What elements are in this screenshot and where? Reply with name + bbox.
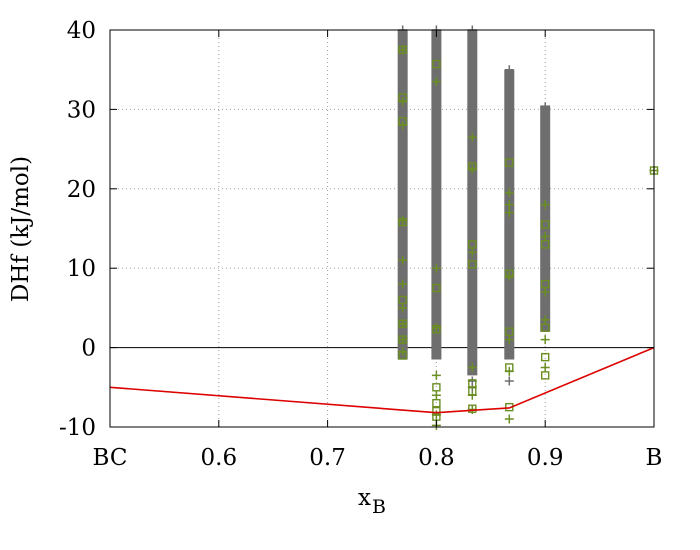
plus-marker bbox=[540, 231, 550, 241]
square-marker bbox=[505, 327, 514, 336]
y-tick-label: 30 bbox=[67, 97, 96, 123]
plus-marker bbox=[540, 200, 550, 210]
x-axis-title: xB bbox=[358, 485, 386, 518]
x-tick-label: B bbox=[646, 445, 663, 471]
hull-line bbox=[109, 346, 655, 414]
data-point-layer bbox=[398, 25, 659, 430]
square-marker bbox=[541, 371, 550, 380]
plus-marker bbox=[540, 315, 550, 325]
square-marker bbox=[468, 404, 477, 413]
square-marker bbox=[541, 220, 550, 229]
square-marker bbox=[432, 325, 441, 334]
square-marker bbox=[468, 240, 477, 249]
square-marker bbox=[398, 295, 407, 305]
square-marker bbox=[505, 269, 514, 278]
square-marker bbox=[505, 158, 514, 167]
square-marker bbox=[398, 319, 407, 328]
square-marker bbox=[432, 398, 441, 408]
plus-marker bbox=[540, 112, 550, 122]
plus-marker bbox=[431, 263, 441, 273]
plus-marker bbox=[398, 303, 408, 313]
square-marker bbox=[468, 162, 477, 171]
plus-marker bbox=[540, 362, 550, 372]
plus-marker bbox=[504, 69, 514, 79]
square-marker bbox=[398, 45, 407, 55]
x-tick-label: 0.7 bbox=[309, 445, 346, 471]
plus-marker bbox=[540, 287, 550, 297]
y-axis-title: DHf (kJ/mol) bbox=[8, 156, 34, 302]
tick-labels: BC 0.6 0.7 0.8 0.9 B -10 0 10 20 30 40 bbox=[59, 18, 663, 471]
square-marker bbox=[432, 383, 441, 392]
x-axis-title-main: x bbox=[358, 485, 371, 511]
plus-marker bbox=[398, 255, 408, 265]
plus-marker bbox=[467, 247, 477, 257]
tick-marks bbox=[109, 29, 655, 428]
square-marker bbox=[541, 240, 550, 249]
square-marker bbox=[541, 279, 550, 289]
square-marker bbox=[505, 363, 514, 372]
square-marker bbox=[468, 379, 477, 388]
plus-marker bbox=[504, 200, 514, 210]
plus-marker bbox=[504, 414, 514, 424]
square-marker bbox=[432, 59, 441, 69]
square-marker bbox=[541, 323, 550, 332]
y-tick-label: 40 bbox=[67, 18, 96, 44]
y-tick-label: 10 bbox=[67, 256, 96, 282]
plus-marker bbox=[467, 132, 477, 142]
plus-marker bbox=[540, 335, 550, 345]
x-tick-label: 0.9 bbox=[527, 445, 564, 471]
square-marker bbox=[468, 387, 477, 396]
gray-band bbox=[431, 30, 442, 360]
gray-band-layer bbox=[397, 30, 551, 376]
y-tick-label: 20 bbox=[67, 177, 96, 203]
plus-marker bbox=[467, 362, 477, 372]
plus-marker bbox=[504, 335, 514, 345]
hull-line-layer bbox=[109, 346, 655, 414]
y-tick-label: -10 bbox=[59, 415, 96, 441]
plus-marker bbox=[504, 188, 514, 198]
gray-band bbox=[397, 30, 408, 360]
gray-band bbox=[467, 30, 478, 376]
plus-marker bbox=[504, 376, 514, 386]
square-marker bbox=[398, 351, 407, 360]
square-marker bbox=[432, 406, 441, 416]
square-marker bbox=[398, 93, 407, 102]
gridlines bbox=[110, 30, 654, 427]
square-marker bbox=[432, 283, 441, 293]
plus-marker bbox=[431, 77, 441, 87]
gray-band bbox=[540, 105, 551, 332]
y-tick-label: 0 bbox=[81, 336, 96, 362]
square-marker bbox=[398, 117, 407, 126]
square-marker bbox=[398, 335, 407, 344]
x-tick-label: 0.6 bbox=[201, 445, 238, 471]
x-tick-label: BC bbox=[93, 445, 128, 471]
plus-marker bbox=[431, 370, 441, 380]
square-marker bbox=[541, 352, 550, 362]
x-axis-title-subscript: B bbox=[372, 496, 386, 518]
plus-marker bbox=[431, 390, 441, 400]
plot-frame bbox=[109, 29, 655, 428]
plus-marker bbox=[540, 102, 550, 112]
plus-marker bbox=[540, 120, 550, 130]
x-tick-label: 0.8 bbox=[418, 445, 455, 471]
plus-marker bbox=[398, 279, 408, 289]
square-marker bbox=[468, 260, 477, 269]
plus-marker bbox=[504, 208, 514, 218]
square-marker bbox=[398, 217, 407, 227]
